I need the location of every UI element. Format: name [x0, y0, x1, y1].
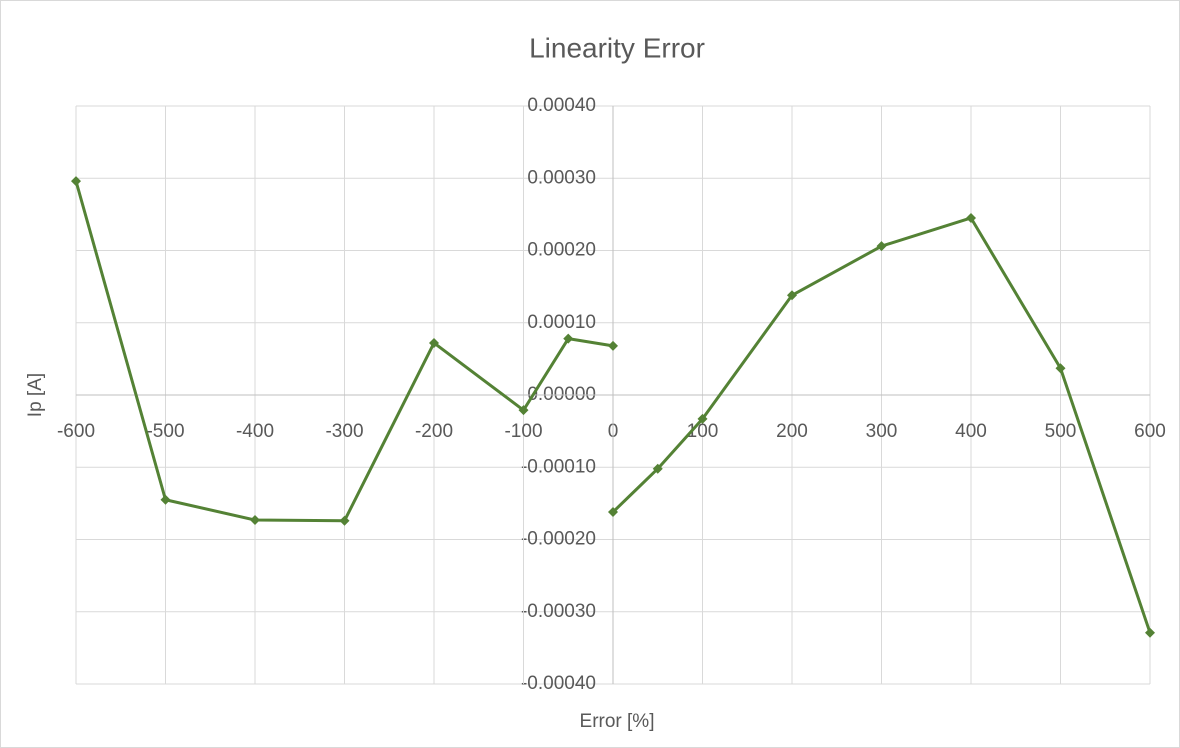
x-tick-label: -500 — [146, 421, 184, 442]
data-point — [563, 333, 574, 344]
data-point — [966, 212, 976, 223]
chart-title: Linearity Error — [529, 32, 705, 63]
y-tick-label: -0.00020 — [521, 529, 596, 550]
x-tick-label: 200 — [776, 421, 808, 442]
data-point — [518, 405, 529, 416]
data-line — [74, 180, 614, 523]
x-tick-label: -100 — [504, 421, 542, 442]
x-tick-label: 500 — [1045, 421, 1077, 442]
x-tick-label: 400 — [955, 421, 987, 442]
y-tick-label: -0.00040 — [521, 673, 596, 694]
y-tick-label: -0.00010 — [521, 456, 596, 477]
data-point — [429, 337, 439, 348]
y-tick-label: 0.00010 — [527, 312, 596, 333]
data-point — [160, 494, 171, 505]
x-tick-label: -200 — [415, 421, 453, 442]
y-tick-label: 0.00040 — [527, 95, 596, 116]
x-tick-label: -400 — [236, 421, 274, 442]
x-tick-label: -600 — [57, 421, 95, 442]
data-point — [1055, 363, 1066, 374]
data-point — [787, 290, 797, 301]
y-tick-label: 0.00030 — [527, 167, 596, 188]
data-point — [1145, 627, 1155, 638]
x-tick-label: 300 — [866, 421, 898, 442]
x-axis-label: Error [%] — [580, 711, 655, 732]
data-point — [608, 507, 618, 518]
x-tick-label: -300 — [325, 421, 363, 442]
data-point — [697, 413, 708, 424]
x-tick-label: 600 — [1134, 421, 1166, 442]
data-point — [652, 463, 663, 474]
data-point — [608, 340, 618, 351]
data-point — [339, 515, 350, 526]
y-tick-label: -0.00030 — [521, 601, 596, 622]
data-point — [250, 514, 260, 525]
data-line — [611, 216, 1152, 634]
data-point — [876, 241, 887, 252]
y-axis-label: Ip [A] — [25, 373, 46, 417]
data-point — [71, 176, 81, 187]
y-tick-label: 0.00020 — [527, 240, 596, 261]
